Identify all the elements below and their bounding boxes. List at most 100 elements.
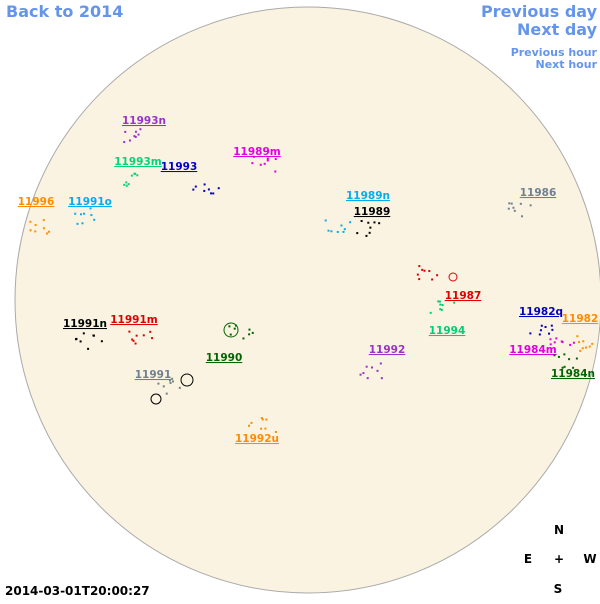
- sunspot: [251, 162, 254, 165]
- sunspot: [418, 278, 421, 281]
- sunspot: [360, 220, 363, 223]
- sunspot: [100, 340, 103, 343]
- sunspot: [83, 212, 86, 215]
- sunspot: [47, 230, 50, 233]
- sunspot: [365, 234, 368, 237]
- sunspot: [82, 332, 85, 335]
- sunspot: [324, 219, 327, 222]
- sunspot: [453, 301, 456, 304]
- sunspot: [252, 155, 255, 158]
- previous-hour-link[interactable]: Previous hour: [511, 46, 598, 59]
- sunspot: [539, 329, 542, 332]
- sunspot: [42, 227, 45, 230]
- sunspot: [369, 226, 372, 229]
- compass-west: W: [583, 552, 596, 566]
- sunspot: [207, 188, 210, 191]
- compass-center: +: [554, 552, 564, 566]
- region-label: 11990: [206, 352, 243, 364]
- sunspot: [568, 358, 571, 361]
- sunspot: [421, 268, 424, 271]
- sunspot: [87, 347, 90, 350]
- sunspot: [46, 232, 49, 235]
- sunspot: [151, 337, 154, 340]
- sunspot: [131, 338, 134, 341]
- sunspot: [137, 133, 140, 136]
- sunspot: [572, 366, 575, 369]
- region-label: 11991o: [68, 196, 112, 208]
- sunspot: [142, 334, 145, 337]
- sunspot: [529, 332, 532, 335]
- sunspot: [529, 204, 532, 207]
- next-day-link[interactable]: Next day: [517, 20, 598, 39]
- sunspot: [92, 334, 95, 337]
- sunspot: [512, 206, 515, 209]
- sunspot: [569, 343, 572, 346]
- sunspot: [165, 392, 168, 395]
- sunspot: [93, 218, 96, 221]
- region-label: 11996: [18, 196, 55, 208]
- sunspot: [591, 342, 594, 345]
- sunspot: [576, 335, 579, 338]
- sunspot: [132, 339, 135, 342]
- sunspot: [125, 181, 128, 184]
- sunspot-group: [180, 373, 194, 387]
- sunspot: [157, 382, 160, 385]
- region-label: 11982q: [519, 306, 563, 318]
- sunspot: [507, 207, 510, 210]
- sunspot: [437, 300, 440, 303]
- sunspot: [513, 209, 516, 212]
- sunspot: [90, 214, 93, 217]
- sunspot: [330, 230, 333, 233]
- sunspot: [233, 327, 236, 330]
- sunspot: [540, 324, 543, 327]
- sunspot: [149, 330, 152, 333]
- sunspot: [373, 221, 376, 224]
- sunspot: [429, 311, 432, 314]
- sunspot: [127, 183, 130, 186]
- sunspot: [549, 338, 552, 341]
- sunspot: [538, 333, 541, 336]
- sunspot: [81, 222, 84, 225]
- sunspot: [139, 128, 142, 131]
- region-label: 11984m: [509, 344, 557, 356]
- sunspot: [340, 224, 343, 227]
- sunspot: [572, 341, 575, 344]
- sunspot: [416, 273, 419, 276]
- sunspot: [439, 303, 442, 306]
- sunspot: [510, 202, 513, 205]
- sunspot: [261, 418, 264, 421]
- sunspot: [521, 215, 524, 218]
- sunspot-group: [448, 272, 458, 282]
- sunspot: [560, 340, 563, 343]
- sunspot: [34, 230, 37, 233]
- sunspot: [563, 353, 566, 356]
- sunspot: [248, 328, 251, 331]
- sunspot: [550, 324, 553, 327]
- back-link[interactable]: Back to 2014: [6, 2, 123, 21]
- sunspot: [366, 377, 369, 380]
- sunspot: [171, 380, 174, 383]
- sunspot: [168, 379, 171, 382]
- sunspot: [134, 135, 137, 138]
- sunspot: [178, 386, 181, 389]
- sunspot: [588, 345, 591, 348]
- sunspot-group: [223, 322, 239, 338]
- sunspot: [123, 183, 126, 186]
- previous-day-link[interactable]: Previous day: [481, 2, 598, 21]
- sunspot: [440, 308, 443, 311]
- region-label: 11984n: [551, 368, 595, 380]
- sunspot: [123, 141, 126, 144]
- sunspot: [194, 185, 197, 188]
- sunspot: [248, 424, 251, 427]
- solar-disk: [14, 6, 600, 594]
- sunspot: [379, 362, 382, 365]
- sunspot: [133, 135, 136, 138]
- sunspot: [508, 202, 511, 205]
- sunspot: [248, 333, 251, 336]
- compass-north: N: [554, 523, 564, 537]
- sunspot: [135, 334, 138, 337]
- sunspot: [134, 342, 137, 345]
- sunspot: [327, 229, 330, 232]
- next-hour-link[interactable]: Next hour: [536, 58, 598, 71]
